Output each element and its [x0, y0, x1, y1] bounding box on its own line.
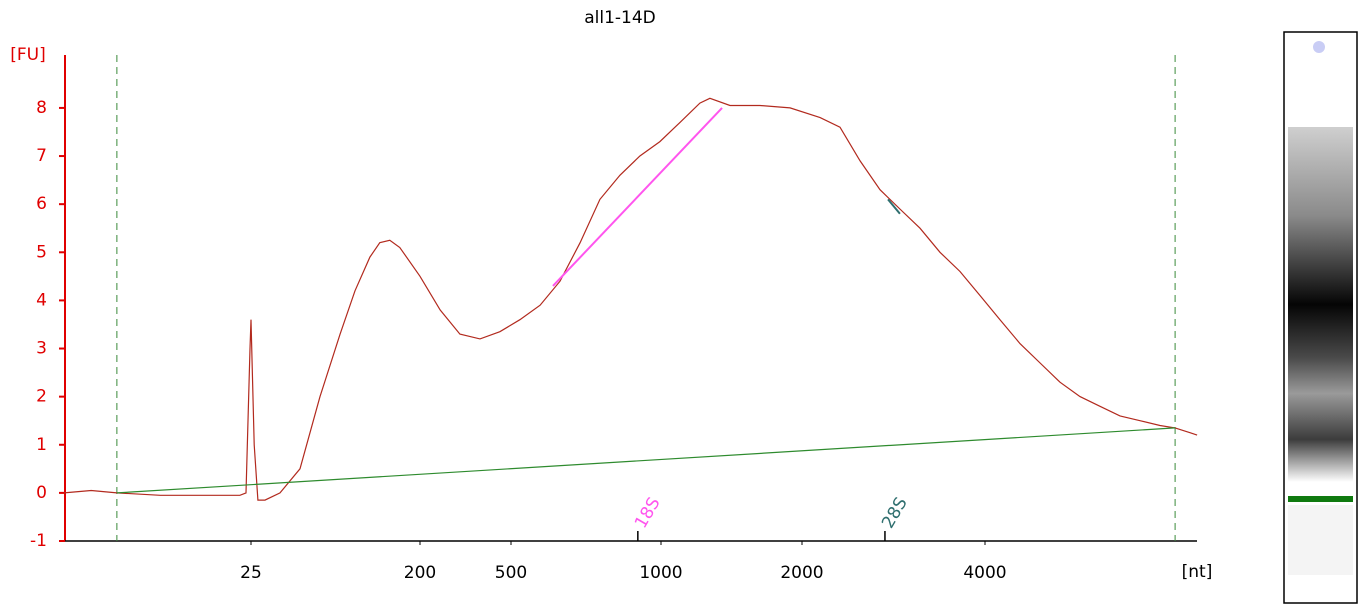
x-tick-label: 2000 — [780, 563, 823, 583]
y-tick-label: 6 — [36, 194, 47, 214]
x-tick-label: 200 — [404, 563, 436, 583]
x-tick-label: 4000 — [963, 563, 1006, 583]
peak-fit — [887, 198, 901, 215]
gel-marker-band — [1288, 496, 1353, 502]
x-axis-label: [nt] — [1182, 562, 1213, 582]
y-axis-label: [FU] — [10, 45, 46, 65]
y-tick-label: 3 — [36, 339, 47, 359]
peak-fit — [552, 107, 723, 287]
gel-spot — [1313, 41, 1325, 53]
peak-label: 18S — [631, 494, 665, 532]
peak-label: 28S — [878, 494, 912, 532]
y-tick-label: -1 — [30, 531, 47, 551]
y-tick-label: 1 — [36, 435, 47, 455]
y-tick-label: 4 — [36, 290, 47, 310]
x-tick-label: 500 — [495, 563, 527, 583]
gel-faint — [1288, 505, 1353, 575]
x-tick-label: 1000 — [639, 563, 682, 583]
y-tick-label: 0 — [36, 483, 47, 503]
series-line — [116, 427, 1176, 494]
x-tick-label: 25 — [240, 563, 262, 583]
y-tick-label: 8 — [36, 98, 47, 118]
gel-lane — [1283, 31, 1358, 604]
y-tick-label: 7 — [36, 146, 47, 166]
gel-smear — [1288, 127, 1353, 482]
series-line — [63, 97, 1198, 501]
chart-title: all1-14D — [584, 8, 656, 28]
y-tick-label: 2 — [36, 387, 47, 407]
y-tick-label: 5 — [36, 242, 47, 262]
